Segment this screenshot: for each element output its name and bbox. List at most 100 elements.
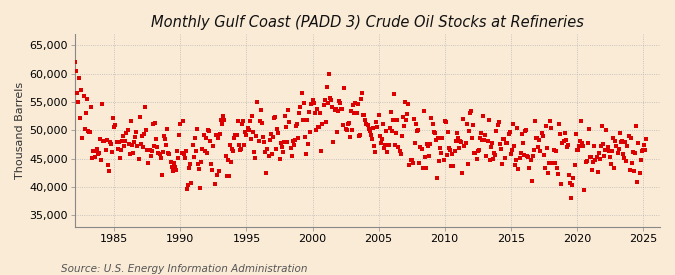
Point [598,141,609,146]
Point [89,155,100,159]
Point [163,151,173,156]
Point [543,171,554,175]
Point [529,118,540,123]
Point [401,118,412,122]
Point [113,140,124,144]
Point [288,139,298,143]
Point [506,152,516,156]
Point [244,119,255,123]
Point [601,128,612,132]
Point [387,118,398,122]
Point [267,152,277,156]
Point [637,148,648,153]
Point [187,143,198,147]
Point [238,119,248,123]
Point [96,158,107,163]
Point [640,148,651,152]
Point [456,140,466,144]
Point [562,144,572,149]
Point [143,161,154,165]
Point [192,127,202,132]
Point [192,161,203,166]
Point [527,154,538,159]
Point [534,138,545,142]
Point [155,156,166,160]
Point [300,135,310,139]
Point [605,161,616,166]
Point [120,139,131,143]
Point [87,156,98,160]
Point [479,138,489,142]
Point [404,163,415,167]
Point [277,150,288,155]
Point [94,151,105,155]
Point [372,125,383,129]
Point [624,168,635,172]
Point [595,157,605,161]
Point [365,133,376,138]
Point [570,132,581,136]
Point [631,124,642,128]
Point [223,174,234,178]
Point [382,150,393,154]
Point [477,138,487,143]
Point [520,129,531,133]
Point [587,168,597,172]
Point [557,141,568,145]
Point [265,132,276,137]
Point [403,102,414,106]
Point [641,137,651,141]
Point [209,182,220,186]
Point [110,122,121,127]
Point [129,139,140,144]
Point [586,155,597,159]
Point [162,127,173,131]
Point [346,109,356,113]
Point [263,154,274,158]
Point [271,147,281,151]
Point [475,136,485,141]
Point [488,157,499,161]
Point [608,136,618,141]
Point [462,161,473,166]
Point [109,125,119,129]
Point [144,147,155,152]
Point [229,136,240,140]
Point [535,149,546,153]
Point [553,172,564,176]
Point [230,133,241,138]
Point [130,135,140,139]
Point [472,149,483,153]
Point [581,159,592,163]
Point [518,153,529,157]
Point [228,149,239,153]
Point [249,150,260,154]
Point [363,127,374,131]
Point [132,144,143,148]
Point [467,136,478,140]
Point [285,146,296,150]
Point [450,139,461,144]
Point [595,144,606,148]
Point [108,116,119,120]
Point [410,141,421,145]
Point [330,107,341,112]
Point [329,108,340,112]
Point [339,85,350,90]
Point [200,136,211,141]
Point [126,119,136,123]
Point [119,144,130,148]
Point [637,149,647,154]
Point [452,131,462,135]
Point [471,157,482,161]
Point [558,139,569,144]
Point [360,118,371,123]
Point [140,105,151,109]
Point [148,122,159,126]
Point [375,140,386,145]
Point [77,136,88,141]
Point [146,149,157,153]
Point [105,140,115,144]
Point [577,141,588,145]
Point [314,125,325,129]
